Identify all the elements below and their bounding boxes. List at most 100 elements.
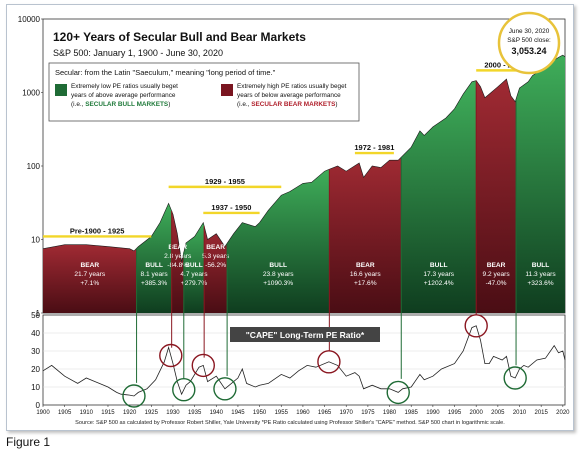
legend-bear-swatch <box>221 84 233 96</box>
period-type-9: BULL <box>532 262 550 269</box>
x-tick-label-1965: 1965 <box>318 410 332 416</box>
x-tick-label-1915: 1915 <box>101 410 115 416</box>
x-tick-label-1980: 1980 <box>383 410 397 416</box>
period-label-6: BEAR 16.6 years +17.6% <box>350 262 381 287</box>
span-label-3: 1972 - 1981 <box>354 143 394 152</box>
period-return-5: +1090.3% <box>263 280 293 287</box>
span-label-4: 2000 - 2013 <box>484 60 524 69</box>
period-years-7: 17.3 years <box>423 271 454 278</box>
legend-bull-line1: Extremely low PE ratios usually beget <box>71 83 178 90</box>
period-label-7: BULL 17.3 years +1202.4% <box>423 262 454 287</box>
period-band-bear-0 <box>43 244 137 313</box>
figure-frame: Pre-1900 - 1925 1929 - 1955 1937 - 1950 197… <box>6 4 574 431</box>
x-tick-label-1900: 1900 <box>36 410 50 416</box>
chart-subtitle: S&P 500: January 1, 1900 - June 30, 2020 <box>53 48 223 58</box>
span-label-1: 1929 - 1955 <box>205 177 245 186</box>
period-label-1: BULL 8.1 years +385.3% <box>141 262 169 287</box>
close-value-badge: June 30, 2020 S&P 500 close: 3,053.24 <box>497 11 561 75</box>
source-note: Source: S&P 500 as calculated by Profess… <box>75 420 505 426</box>
period-type-5: BULL <box>269 262 287 269</box>
cape-tick-label-30: 30 <box>31 347 40 356</box>
period-years-2: 2.8 years <box>164 253 192 260</box>
legend-bull-line2: years of above average performance <box>71 92 176 99</box>
x-tick-label-2005: 2005 <box>491 410 505 416</box>
span-label-2: 1937 - 1950 <box>211 203 251 212</box>
period-years-9: 11.3 years <box>525 271 556 278</box>
period-years-1: 8.1 years <box>141 271 169 278</box>
period-type-8: BEAR <box>487 262 506 269</box>
chart-title: 120+ Years of Secular Bull and Bear Mark… <box>53 30 306 44</box>
period-band-bear-6 <box>329 157 402 313</box>
period-band-bull-1 <box>136 203 172 313</box>
close-date: June 30, 2020 <box>509 28 550 35</box>
x-tick-label-1910: 1910 <box>80 410 94 416</box>
period-label-2: BEAR 2.8 years -84.8% <box>164 244 192 269</box>
legend-bull-suffix: ) <box>168 101 170 108</box>
x-tick-label-1990: 1990 <box>426 410 440 416</box>
x-tick-label-1945: 1945 <box>231 410 245 416</box>
period-type-2: BEAR <box>168 244 187 251</box>
cape-low-circle-2 <box>213 377 237 401</box>
cape-tick-label-50: 50 <box>31 311 40 320</box>
period-band-bull-9 <box>516 55 565 313</box>
period-return-3: +279.7% <box>181 280 207 287</box>
x-tick-label-1930: 1930 <box>166 410 180 416</box>
x-tick-label-1995: 1995 <box>448 410 462 416</box>
legend-heading: Secular: from the Latin "Saeculum," mean… <box>55 68 276 77</box>
x-tick-label-1950: 1950 <box>253 410 267 416</box>
cape-high-circle-1 <box>191 353 215 378</box>
cape-tick-label-20: 20 <box>31 365 40 374</box>
x-tick-label-1955: 1955 <box>275 410 289 416</box>
cape-tick-label-0: 0 <box>36 401 41 410</box>
secular-markets-chart: Pre-1900 - 1925 1929 - 1955 1937 - 1950 197… <box>18 11 570 426</box>
period-years-8: 9.2 years <box>483 271 511 278</box>
span-label-0: Pre-1900 - 1925 <box>70 226 125 235</box>
period-type-7: BULL <box>430 262 448 269</box>
period-type-0: BEAR <box>80 262 99 269</box>
period-type-4: BEAR <box>206 244 225 251</box>
period-years-5: 23.8 years <box>263 271 294 278</box>
x-tick-label-1935: 1935 <box>188 410 202 416</box>
period-return-1: +385.3% <box>141 280 167 287</box>
legend-bear-prefix: (i.e., <box>237 101 251 108</box>
legend-box: Secular: from the Latin "Saeculum," mean… <box>48 62 360 122</box>
cape-title-badge: "CAPE" Long-Term PE Ratio* <box>230 327 380 342</box>
close-label: S&P 500 close: <box>507 37 551 44</box>
legend-bull-emph: SECULAR BULL MARKETS <box>85 101 169 108</box>
y-tick-label-100: 100 <box>27 162 41 171</box>
x-tick-label-2020: 2020 <box>556 410 570 416</box>
period-band-bull-7 <box>401 80 477 313</box>
period-return-7: +1202.4% <box>424 280 454 287</box>
price-line <box>43 54 565 262</box>
x-tick-label-1960: 1960 <box>296 410 310 416</box>
figure-caption: Figure 1 <box>6 435 51 449</box>
period-label-3: BULL 4.7 years +279.7% <box>180 262 208 287</box>
legend-bull-swatch <box>55 84 67 96</box>
legend-bear-suffix: ) <box>335 101 337 108</box>
close-value: 3,053.24 <box>511 46 546 56</box>
period-return-4: -56.2% <box>205 262 226 269</box>
x-tick-label-2015: 2015 <box>534 410 548 416</box>
period-type-6: BEAR <box>356 262 375 269</box>
x-tick-label-1905: 1905 <box>58 410 72 416</box>
period-type-3: BULL <box>185 262 203 269</box>
period-label-0: BEAR 21.7 years +7.1% <box>74 262 105 287</box>
period-return-6: +17.6% <box>354 280 377 287</box>
period-label-5: BULL 23.8 years +1090.3% <box>263 262 294 287</box>
cape-low-circle-0 <box>122 384 146 408</box>
x-tick-label-1970: 1970 <box>340 410 354 416</box>
period-years-3: 4.7 years <box>180 271 208 278</box>
cape-high-circle-0 <box>159 343 183 368</box>
period-label-8: BEAR 9.2 years -47.0% <box>483 262 511 287</box>
period-return-2: -84.8% <box>167 262 188 269</box>
x-tick-label-1975: 1975 <box>361 410 375 416</box>
legend-bear-emph: SECULAR BEAR MARKETS <box>251 101 336 108</box>
legend-bull-line3: (i.e., SECULAR BULL MARKETS) <box>71 101 170 108</box>
legend-bear-line2: years of below average performance <box>237 92 341 99</box>
cape-line <box>42 325 566 397</box>
x-tick-label-1940: 1940 <box>210 410 224 416</box>
cape-low-circle-4 <box>503 366 527 390</box>
period-type-1: BULL <box>145 262 163 269</box>
period-years-6: 16.6 years <box>350 271 381 278</box>
period-label-4: BEAR 5.3 years -56.2% <box>202 244 230 269</box>
